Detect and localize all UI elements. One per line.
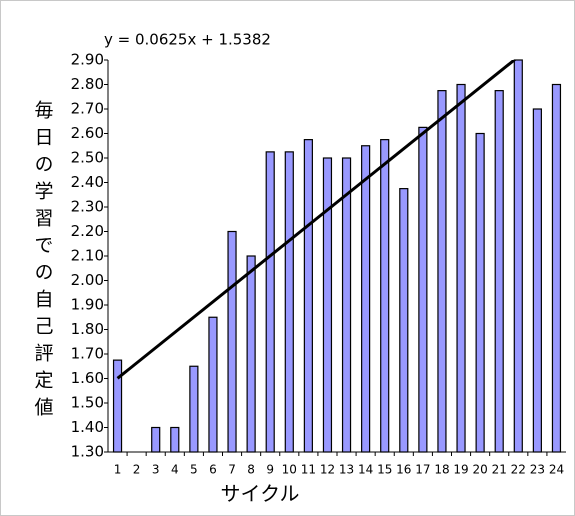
- bar: [341, 157, 352, 453]
- x-tick-label: 24: [549, 463, 564, 477]
- x-tick-label: 18: [434, 463, 449, 477]
- y-tick-label: 2.00: [71, 271, 104, 289]
- y-tick-label: 1.80: [71, 320, 104, 338]
- bar: [322, 157, 333, 453]
- bar: [227, 230, 237, 453]
- bar: [418, 126, 428, 453]
- x-tick-label: 14: [358, 463, 373, 477]
- y-tick-label: 2.80: [71, 75, 104, 93]
- bar: [151, 426, 161, 453]
- x-tick-label: 9: [266, 463, 274, 477]
- x-tick-label: 2: [133, 463, 141, 477]
- bar: [551, 83, 562, 453]
- x-tick-label: 8: [247, 463, 255, 477]
- x-tick-label: 3: [152, 463, 160, 477]
- bar: [361, 145, 371, 453]
- trendline: [116, 60, 517, 380]
- y-tick-label: 1.30: [71, 443, 104, 461]
- y-tick-label: 2.20: [71, 222, 104, 240]
- x-tick-label: 20: [472, 463, 487, 477]
- bar: [399, 188, 409, 453]
- y-tick-label: 2.90: [71, 51, 104, 69]
- bar: [494, 90, 504, 453]
- bar: [246, 255, 256, 453]
- y-tick-label: 1.40: [71, 418, 104, 436]
- trendline-equation: y = 0.0625x + 1.5382: [104, 31, 271, 49]
- x-tick-label: 22: [511, 463, 526, 477]
- bar: [437, 90, 447, 453]
- x-axis-label: サイクル: [221, 482, 300, 506]
- y-tick-label: 1.70: [71, 345, 104, 363]
- x-tick-label: 6: [209, 463, 217, 477]
- bar: [513, 59, 523, 453]
- x-tick-label: 23: [530, 463, 545, 477]
- bar: [380, 139, 390, 453]
- bar: [265, 151, 275, 453]
- x-tick-label: 7: [228, 463, 236, 477]
- bar: [532, 108, 542, 453]
- x-tick-label: 21: [492, 463, 507, 477]
- x-tick-label: 15: [377, 463, 392, 477]
- bar: [170, 426, 180, 453]
- x-tick-label: 16: [396, 463, 411, 477]
- bar: [189, 365, 199, 453]
- x-tick-label: 13: [339, 463, 354, 477]
- y-tick-label: 2.30: [71, 198, 104, 216]
- y-tick-label: 2.40: [71, 173, 104, 191]
- bar: [456, 83, 466, 453]
- y-tick-label: 2.10: [71, 247, 104, 265]
- x-tick-label: 4: [171, 463, 179, 477]
- y-axis-label: 毎日の学習での自己評定値: [32, 100, 54, 424]
- bar: [303, 139, 313, 453]
- y-tick-label: 2.70: [71, 100, 104, 118]
- bar: [284, 151, 294, 453]
- x-tick-label: 1: [114, 463, 122, 477]
- x-tick-label: 19: [453, 463, 468, 477]
- y-tick-label: 2.60: [71, 124, 104, 142]
- bar: [112, 359, 123, 453]
- y-tick-label: 2.50: [71, 149, 104, 167]
- y-tick-label: 1.90: [71, 296, 104, 314]
- x-tick-label: 17: [415, 463, 430, 477]
- y-tick-label: 1.50: [71, 394, 104, 412]
- x-tick-label: 5: [190, 463, 198, 477]
- x-tick-label: 11: [301, 463, 316, 477]
- x-tick-label: 12: [320, 463, 335, 477]
- bar: [208, 316, 218, 453]
- x-tick-label: 10: [282, 463, 297, 477]
- y-tick-label: 1.60: [71, 369, 104, 387]
- bar: [475, 132, 485, 453]
